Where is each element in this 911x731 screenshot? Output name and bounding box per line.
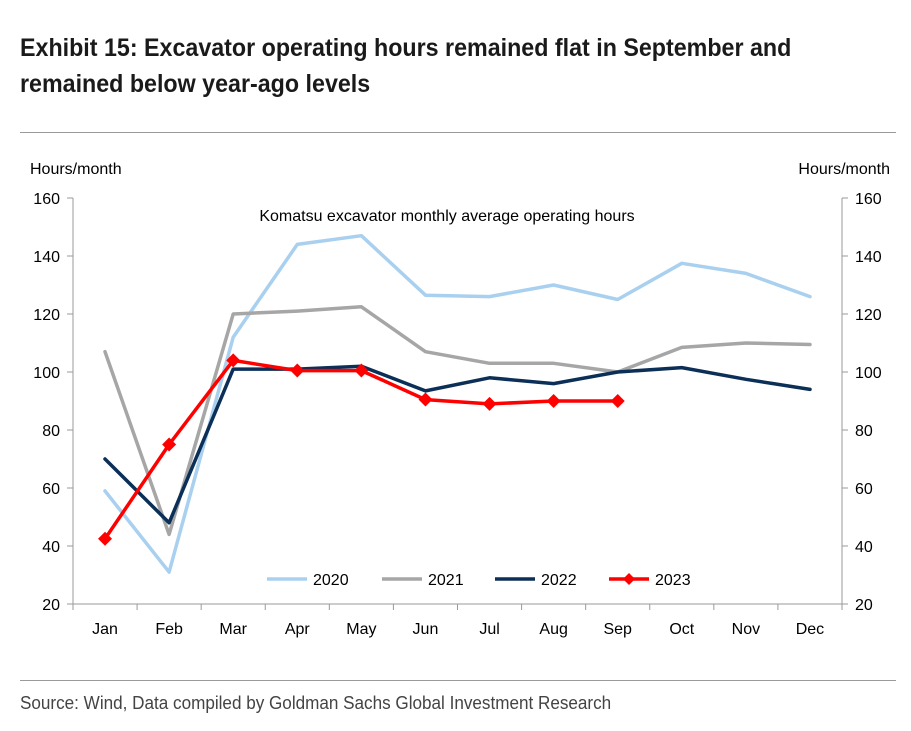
top-divider	[20, 132, 896, 133]
exhibit-title: Exhibit 15: Excavator operating hours re…	[20, 30, 838, 102]
source-note: Source: Wind, Data compiled by Goldman S…	[20, 693, 612, 713]
right-y-tick-label: 100	[855, 365, 882, 382]
right-y-tick-label: 160	[855, 191, 882, 208]
right-y-tick-label: 20	[855, 597, 873, 614]
x-tick-label: Jan	[92, 621, 118, 638]
left-y-tick-label: 80	[42, 423, 60, 440]
data-point-2023-jul	[482, 396, 497, 411]
right-y-tick-label: 140	[855, 249, 882, 266]
right-y-tick-label: 120	[855, 307, 882, 324]
left-y-tick-label: 40	[42, 539, 60, 556]
data-point-2023-jan	[98, 531, 113, 546]
right-axis-label: Hours/month	[798, 161, 890, 178]
x-tick-label: Apr	[285, 621, 311, 638]
left-y-tick-label: 60	[42, 481, 60, 498]
x-tick-label: Oct	[669, 621, 694, 638]
data-point-2023-aug	[546, 394, 561, 408]
exhibit-title-line-2: remained below year-ago levels	[20, 70, 371, 98]
right-y-tick-label: 60	[855, 481, 873, 498]
x-tick-label: Dec	[796, 621, 824, 638]
bottom-divider	[20, 680, 896, 681]
data-point-2023-jun	[418, 392, 433, 407]
left-y-tick-label: 120	[33, 307, 60, 324]
data-point-2023-apr	[290, 363, 305, 378]
left-y-tick-label: 100	[33, 365, 60, 382]
x-tick-label: Sep	[603, 621, 632, 638]
exhibit-title-line-1: Exhibit 15: Excavator operating hours re…	[20, 34, 792, 62]
x-tick-label: Feb	[155, 621, 183, 638]
right-y-tick-label: 40	[855, 539, 873, 556]
left-axis-label: Hours/month	[30, 161, 122, 178]
legend-marker-2023	[623, 573, 635, 585]
left-y-tick-label: 160	[33, 191, 60, 208]
right-y-tick-label: 80	[855, 423, 873, 440]
left-y-tick-label: 20	[42, 597, 60, 614]
data-point-2023-sep	[610, 394, 625, 408]
legend-label-2023: 2023	[655, 572, 691, 589]
series-line-2021	[103, 305, 812, 537]
x-tick-label: May	[346, 621, 376, 638]
data-point-2023-may	[354, 363, 369, 378]
left-y-tick-label: 140	[33, 249, 60, 266]
x-tick-label: Aug	[539, 621, 567, 638]
series-line-2020	[103, 233, 812, 574]
x-tick-label: Mar	[219, 621, 247, 638]
x-tick-label: Jul	[479, 621, 499, 638]
x-tick-label: Jun	[413, 621, 439, 638]
legend-label-2021: 2021	[428, 572, 464, 589]
legend-label-2022: 2022	[541, 572, 577, 589]
legend-label-2020: 2020	[313, 572, 349, 589]
data-point-2023-feb	[162, 437, 177, 452]
series-line-2022	[103, 364, 812, 525]
series-line-2023	[103, 358, 620, 541]
chart-inner-title: Komatsu excavator monthly average operat…	[259, 208, 634, 225]
data-point-2023-mar	[226, 353, 241, 368]
x-tick-label: Nov	[732, 621, 760, 638]
